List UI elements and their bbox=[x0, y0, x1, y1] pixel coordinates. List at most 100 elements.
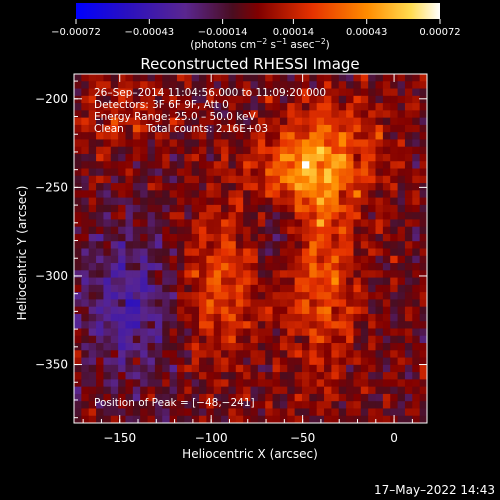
heatmap-cell bbox=[250, 117, 259, 126]
heatmap-cell bbox=[74, 168, 82, 177]
heatmap-cell bbox=[353, 197, 362, 206]
heatmap-cell bbox=[191, 393, 200, 402]
heatmap-cell bbox=[331, 132, 340, 141]
heatmap-cell bbox=[257, 357, 266, 366]
heatmap-cell bbox=[316, 219, 325, 228]
heatmap-cell bbox=[272, 197, 281, 206]
heatmap-cell bbox=[309, 139, 318, 148]
heatmap-cell bbox=[235, 183, 244, 191]
heatmap-cell bbox=[118, 81, 127, 90]
heatmap-cell bbox=[412, 95, 421, 104]
heatmap-cell bbox=[324, 212, 332, 221]
heatmap-cell bbox=[375, 343, 384, 351]
heatmap-cell bbox=[199, 350, 207, 359]
heatmap-cell bbox=[250, 197, 259, 206]
heatmap-cell bbox=[353, 277, 362, 286]
heatmap-cell bbox=[118, 270, 127, 279]
heatmap-cell bbox=[360, 328, 369, 337]
heatmap-cell bbox=[221, 386, 230, 395]
heatmap-cell bbox=[176, 284, 185, 293]
heatmap-cell bbox=[316, 401, 325, 410]
heatmap-cell bbox=[412, 277, 421, 286]
heatmap-cell bbox=[162, 168, 171, 177]
heatmap-cell bbox=[103, 175, 112, 184]
heatmap-cell bbox=[81, 233, 90, 242]
heatmap-cell bbox=[265, 408, 274, 417]
heatmap-cell bbox=[346, 146, 355, 155]
heatmap-cell bbox=[360, 139, 369, 148]
heatmap-cell bbox=[346, 270, 355, 279]
heatmap-cell bbox=[88, 190, 97, 199]
heatmap-cell bbox=[404, 103, 413, 111]
heatmap-cell bbox=[162, 335, 171, 344]
heatmap-cell bbox=[243, 321, 252, 330]
heatmap-cell bbox=[294, 233, 303, 242]
heatmap-cell bbox=[353, 350, 362, 359]
heatmap-cell bbox=[235, 153, 244, 162]
heatmap-cell bbox=[279, 321, 288, 330]
heatmap-cell bbox=[235, 103, 244, 111]
heatmap-cell bbox=[88, 328, 97, 337]
heatmap-cell bbox=[360, 321, 369, 330]
heatmap-cell bbox=[404, 197, 413, 206]
heatmap-cell bbox=[265, 241, 274, 250]
heatmap-cell bbox=[88, 393, 97, 402]
heatmap-cell bbox=[375, 393, 384, 402]
heatmap-cell bbox=[132, 81, 141, 90]
heatmap-cell bbox=[397, 146, 406, 155]
heatmap-cell bbox=[257, 110, 266, 119]
heatmap-cell bbox=[235, 233, 244, 242]
heatmap-cell bbox=[206, 401, 215, 410]
heatmap-cell bbox=[309, 372, 318, 380]
heatmap-cell bbox=[404, 386, 413, 395]
heatmap-cell bbox=[118, 146, 127, 155]
heatmap-cell bbox=[279, 408, 288, 417]
heatmap-cell bbox=[191, 146, 200, 155]
heatmap-cell bbox=[257, 183, 266, 191]
heatmap-cell bbox=[346, 328, 355, 337]
heatmap-cell bbox=[279, 233, 288, 242]
heatmap-cell bbox=[235, 248, 244, 257]
heatmap-cell bbox=[346, 204, 355, 213]
heatmap-cell bbox=[118, 212, 127, 221]
heatmap-cell bbox=[110, 284, 119, 293]
heatmap-cell bbox=[309, 248, 318, 257]
heatmap-cell bbox=[390, 103, 399, 111]
heatmap-cell bbox=[118, 299, 127, 308]
heatmap-cell bbox=[360, 292, 369, 300]
heatmap-cell bbox=[419, 168, 427, 177]
heatmap-cell bbox=[265, 153, 274, 162]
heatmap-cell bbox=[103, 233, 112, 242]
heatmap-cell bbox=[96, 415, 105, 423]
heatmap-cell bbox=[390, 146, 399, 155]
colorbar-gradient bbox=[76, 3, 440, 19]
heatmap-cell bbox=[294, 313, 303, 322]
heatmap-cell bbox=[338, 219, 347, 228]
heatmap-cell bbox=[74, 175, 82, 184]
heatmap-cell bbox=[309, 328, 318, 337]
heatmap-cell bbox=[294, 343, 303, 351]
heatmap-cell bbox=[404, 313, 413, 322]
heatmap-cell bbox=[184, 233, 193, 242]
heatmap-cell bbox=[96, 168, 105, 177]
heatmap-cell bbox=[404, 219, 413, 228]
heatmap-cell bbox=[309, 299, 318, 308]
heatmap-cell bbox=[331, 146, 340, 155]
heatmap-cell bbox=[110, 233, 119, 242]
heatmap-cell bbox=[301, 110, 310, 119]
heatmap-cell bbox=[206, 343, 215, 351]
heatmap-cell bbox=[243, 161, 252, 170]
heatmap-cell bbox=[243, 357, 252, 366]
heatmap-cell bbox=[74, 204, 82, 213]
heatmap-cell bbox=[265, 364, 274, 373]
heatmap-cell bbox=[294, 372, 303, 380]
heatmap-cell bbox=[309, 197, 318, 206]
heatmap-cell bbox=[176, 248, 185, 257]
heatmap-cell bbox=[301, 313, 310, 322]
heatmap-cell bbox=[368, 350, 377, 359]
heatmap-cell bbox=[331, 364, 340, 373]
heatmap-cell bbox=[419, 335, 427, 344]
heatmap-cell bbox=[243, 204, 252, 213]
heatmap-cell bbox=[213, 328, 222, 337]
heatmap-cell bbox=[154, 88, 163, 97]
